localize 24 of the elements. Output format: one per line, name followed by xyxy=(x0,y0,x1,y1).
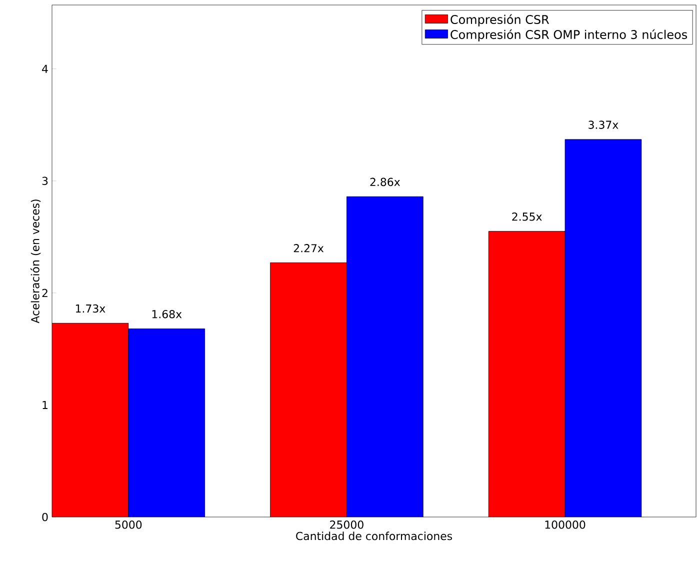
bar xyxy=(128,328,206,517)
bar xyxy=(564,139,642,517)
y-tick-label: 2 xyxy=(42,288,48,297)
y-axis-title: Aceleración (en veces) xyxy=(30,200,41,324)
bar xyxy=(270,262,347,517)
data-label: 2.27x xyxy=(294,244,324,252)
bar xyxy=(488,231,566,517)
y-tick-label: 3 xyxy=(42,176,48,186)
legend-label: Compresión CSR xyxy=(450,14,550,26)
bar xyxy=(52,322,129,517)
x-tick-label: 25000 xyxy=(330,520,364,529)
x-tick-label: 100000 xyxy=(545,520,586,529)
data-label: 2.55x xyxy=(512,212,542,221)
data-label: 1.73x xyxy=(76,304,106,313)
y-tick-label: 0 xyxy=(42,512,48,522)
data-label: 1.68x xyxy=(152,310,182,318)
data-label: 2.86x xyxy=(370,178,400,186)
data-label: 3.37x xyxy=(588,120,618,129)
x-tick-label: 5000 xyxy=(115,520,142,529)
bar xyxy=(346,196,424,517)
y-tick-label: 1 xyxy=(42,400,48,409)
x-axis-title: Cantidad de conformaciones xyxy=(296,532,452,540)
y-tick-label: 4 xyxy=(42,64,48,73)
legend-label: Compresión CSR OMP interno 3 núcleos xyxy=(450,29,688,42)
